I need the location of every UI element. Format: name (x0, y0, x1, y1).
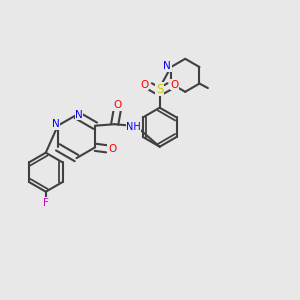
Text: F: F (43, 197, 49, 208)
Text: O: O (141, 80, 149, 90)
Text: O: O (113, 100, 121, 110)
Text: N: N (75, 110, 83, 120)
Text: O: O (108, 144, 116, 154)
Text: O: O (171, 80, 179, 90)
Text: N: N (52, 119, 59, 129)
Text: N: N (164, 61, 171, 71)
Text: S: S (156, 83, 164, 96)
Text: NH: NH (126, 122, 141, 132)
